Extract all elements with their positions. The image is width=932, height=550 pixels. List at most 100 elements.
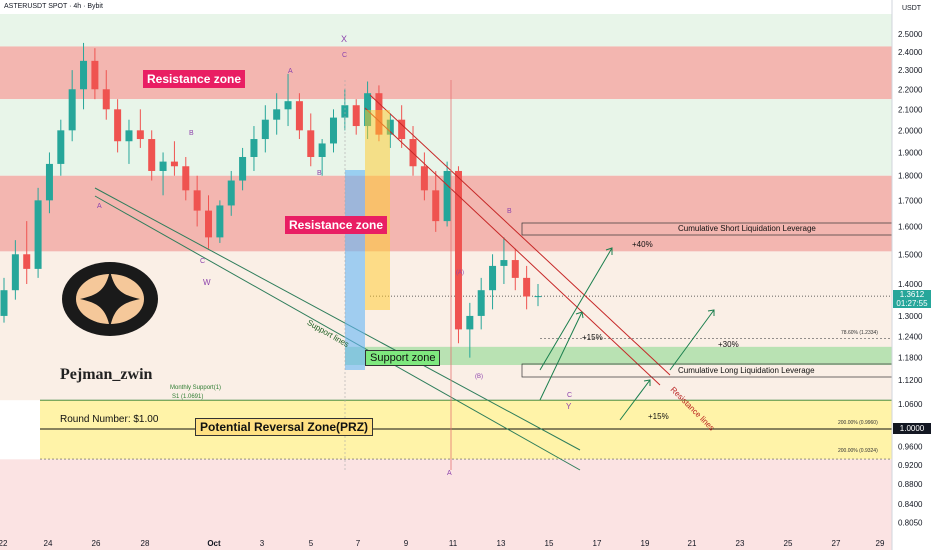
- pct-30-label: +30%: [718, 340, 739, 349]
- candle-body: [466, 315, 474, 330]
- prz-zone: [40, 400, 892, 460]
- support-line-2: [94, 195, 581, 471]
- bg-band-green: [0, 99, 892, 176]
- candle-body: [125, 130, 133, 142]
- candles-layer: [0, 42, 542, 358]
- x-tick-label: 7: [356, 539, 361, 548]
- candle-body: [170, 161, 178, 167]
- y-tick-label: 0.8800: [898, 480, 923, 489]
- candle-body: [239, 156, 247, 181]
- x-axis[interactable]: 22 24 26 28 Oct 3 5 7 9 11 13 15 17 19 21 23 25 27 29: [0, 539, 885, 548]
- wave-y: Y: [566, 402, 572, 411]
- candle-countdown: 01:27:55: [896, 299, 928, 308]
- candle-body: [489, 265, 497, 291]
- candle-body: [148, 139, 156, 171]
- resistance-zone-label-top: Resistance zone: [143, 70, 246, 88]
- y-tick-label: 1.0600: [898, 400, 923, 409]
- candle-body: [102, 89, 110, 110]
- y-tick-label: 1.6000: [898, 222, 923, 231]
- brand-logo: [62, 262, 158, 336]
- candle-body: [227, 180, 235, 206]
- y-tick-label: 0.8050: [898, 518, 923, 527]
- wave-a5: A: [447, 470, 452, 477]
- wave-b2: B: [317, 170, 322, 177]
- four-point-star-logo-icon: [76, 270, 144, 328]
- monthly-support-label: Monthly Support(1): [170, 385, 222, 391]
- y-tick-label: 1.5000: [898, 250, 923, 259]
- x-tick-label: 23: [736, 539, 745, 548]
- y-tick-label: 2.4000: [898, 48, 923, 57]
- candle-body: [523, 277, 531, 297]
- y-tick-label: 2.5000: [898, 30, 923, 39]
- pct-15a-label: +15%: [582, 333, 603, 342]
- y-axis[interactable]: 2.5000 2.4000 2.3000 2.2000 2.1000 2.0000 1.90…: [898, 30, 923, 527]
- x-tick-label: 5: [309, 539, 314, 548]
- wave-a1: A: [97, 203, 102, 210]
- y-tick-label: 2.1000: [898, 105, 923, 114]
- resistance-zone-label-mid: Resistance zone: [285, 216, 388, 234]
- x-tick-label: Oct: [207, 539, 221, 548]
- chart-header: ASTERUSDT SPOT · 4h · Bybit: [4, 3, 103, 10]
- wave-a2: A: [288, 68, 293, 75]
- y-tick-label: 1.4000: [898, 280, 923, 289]
- candle-body: [80, 60, 88, 90]
- wave-b3: (B): [475, 374, 483, 380]
- x-tick-label: 15: [545, 539, 554, 548]
- candle-body: [11, 254, 19, 291]
- x-tick-label: 17: [593, 539, 602, 548]
- y-tick-label: 1.2400: [898, 332, 923, 341]
- x-tick-label: 22: [0, 539, 8, 548]
- candle-body: [443, 170, 451, 222]
- y-tick-label: 0.9200: [898, 461, 923, 470]
- wave-b4: B: [507, 208, 512, 215]
- candle-body: [318, 143, 326, 157]
- fib-786-label: 78.60% (1.2334): [841, 330, 878, 336]
- x-tick-label: 13: [497, 539, 506, 548]
- candle-body: [193, 190, 201, 211]
- x-tick-label: 11: [449, 539, 458, 548]
- bg-band-top: [0, 14, 892, 47]
- candle-body: [250, 139, 258, 157]
- y-tick-label: 2.0000: [898, 126, 923, 135]
- current-price: 1.3612: [899, 290, 925, 299]
- wave-w: W: [203, 278, 211, 287]
- candle-body: [284, 101, 292, 110]
- x-tick-label: 26: [92, 539, 101, 548]
- long-liquidation-label: Cumulative Long Liquidation Leverage: [678, 366, 815, 375]
- x-tick-label: 28: [141, 539, 150, 548]
- projection-arrows: [539, 247, 715, 421]
- resistance-line-2: [364, 107, 661, 386]
- wave-b1: B: [189, 130, 194, 137]
- y-tick-label: 0.9600: [898, 443, 923, 452]
- y-tick-label: 1.1800: [898, 354, 923, 363]
- currency-label: USDT: [902, 5, 922, 12]
- candle-body: [216, 205, 224, 238]
- y-tick-label: 1.3000: [898, 312, 923, 321]
- y-tick-label: 1.7000: [898, 196, 923, 205]
- support-zone-label: Support zone: [365, 350, 441, 366]
- candle-body: [386, 119, 394, 135]
- candle-body: [454, 170, 462, 330]
- y-tick-label: 1.8000: [898, 172, 923, 181]
- candle-body: [273, 109, 281, 120]
- candle-body: [57, 130, 65, 164]
- candle-body: [420, 166, 428, 191]
- y-tick-label: 0.8400: [898, 500, 923, 509]
- round-number-label: Round Number: $1.00: [60, 414, 159, 425]
- x-tick-label: 3: [260, 539, 265, 548]
- candle-body: [295, 101, 303, 131]
- candle-body: [91, 60, 99, 90]
- candle-body: [182, 166, 190, 191]
- candle-body: [34, 200, 42, 269]
- fib-200a-label: 200.00% (0.9960): [838, 420, 878, 426]
- candle-body: [205, 210, 213, 238]
- candle-body: [307, 130, 315, 157]
- brand-name: Pejman_zwin: [60, 366, 153, 383]
- y-tick-label: 2.2000: [898, 85, 923, 94]
- x-tick-label: 29: [876, 539, 885, 548]
- candle-body: [45, 163, 53, 201]
- candle-body: [261, 119, 269, 140]
- bg-band-bottom: [0, 459, 892, 550]
